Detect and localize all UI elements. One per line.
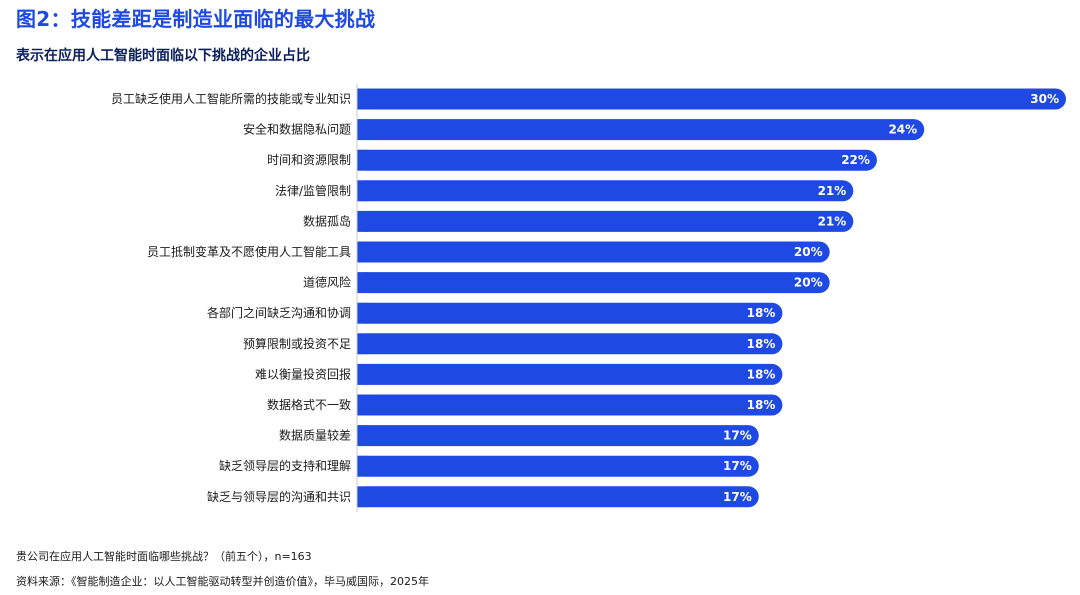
bar-left-cap xyxy=(357,363,368,385)
bar-value-label: 17% xyxy=(723,459,752,473)
bar xyxy=(357,486,759,508)
bar-left-cap xyxy=(357,302,368,324)
category-label: 预算限制或投资不足 xyxy=(243,336,351,351)
bar xyxy=(357,88,1066,110)
bar-value-label: 22% xyxy=(841,153,870,167)
bar-left-cap xyxy=(357,180,368,202)
bar xyxy=(357,333,783,355)
category-label: 法律/监管限制 xyxy=(275,183,351,198)
category-label: 缺乏与领导层的沟通和共识 xyxy=(207,489,351,504)
category-label: 安全和数据隐私问题 xyxy=(243,122,351,137)
bar xyxy=(357,455,759,477)
bar xyxy=(357,425,759,447)
bar xyxy=(357,241,830,263)
bar-left-cap xyxy=(357,210,368,232)
bar-left-cap xyxy=(357,149,368,171)
category-label: 数据格式不一致 xyxy=(267,397,351,412)
bar-left-cap xyxy=(357,333,368,355)
horizontal-bar-chart: 员工缺乏使用人工智能所需的技能或专业知识 30% 安全和数据隐私问题 24% 时间和资源… xyxy=(111,84,1066,512)
bar-left-cap xyxy=(357,455,368,477)
category-label: 道德风险 xyxy=(303,275,351,290)
bar-value-label: 18% xyxy=(747,367,776,381)
chart-title: 图2：技能差距是制造业面临的最大挑战 xyxy=(16,7,376,31)
bar xyxy=(357,394,783,416)
category-label: 时间和资源限制 xyxy=(267,153,351,167)
bar-left-cap xyxy=(357,119,368,141)
bar-value-label: 30% xyxy=(1030,92,1059,106)
bar xyxy=(357,272,830,294)
bar-left-cap xyxy=(357,241,368,263)
bar-value-label: 17% xyxy=(723,429,752,443)
category-label: 员工抵制变革及不愿使用人工智能工具 xyxy=(147,244,351,259)
bar-left-cap xyxy=(357,88,368,110)
chart-subtitle: 表示在应用人工智能时面临以下挑战的企业占比 xyxy=(16,48,310,64)
bar-left-cap xyxy=(357,272,368,294)
bar-value-label: 21% xyxy=(818,184,847,198)
category-label: 缺乏领导层的支持和理解 xyxy=(219,458,351,473)
category-label: 数据质量较差 xyxy=(279,428,351,443)
bar-value-label: 17% xyxy=(723,490,752,504)
bar-value-label: 24% xyxy=(888,123,917,137)
survey-question-note: 贵公司在应用人工智能时面临哪些挑战？（前五个），n=163 xyxy=(16,550,312,563)
bar xyxy=(357,180,854,202)
bar xyxy=(357,149,877,171)
bar-left-cap xyxy=(357,425,368,447)
category-label: 难以衡量投资回报 xyxy=(255,366,351,381)
bar-value-label: 18% xyxy=(747,398,776,412)
source-note: 资料来源：《智能制造企业：以人工智能驱动转型并创造价值》，毕马威国际，2025年 xyxy=(16,575,429,588)
category-label: 数据孤岛 xyxy=(303,213,351,228)
category-label: 员工缺乏使用人工智能所需的技能或专业知识 xyxy=(111,91,351,106)
bar xyxy=(357,302,783,324)
bar-left-cap xyxy=(357,486,368,508)
bar-value-label: 21% xyxy=(818,214,847,228)
category-label: 各部门之间缺乏沟通和协调 xyxy=(207,305,351,320)
bar xyxy=(357,119,925,141)
bar-value-label: 18% xyxy=(747,337,776,351)
bar-value-label: 18% xyxy=(747,306,776,320)
bar xyxy=(357,210,854,232)
bar-value-label: 20% xyxy=(794,276,823,290)
bar-value-label: 20% xyxy=(794,245,823,259)
bar xyxy=(357,363,783,385)
bar-left-cap xyxy=(357,394,368,416)
